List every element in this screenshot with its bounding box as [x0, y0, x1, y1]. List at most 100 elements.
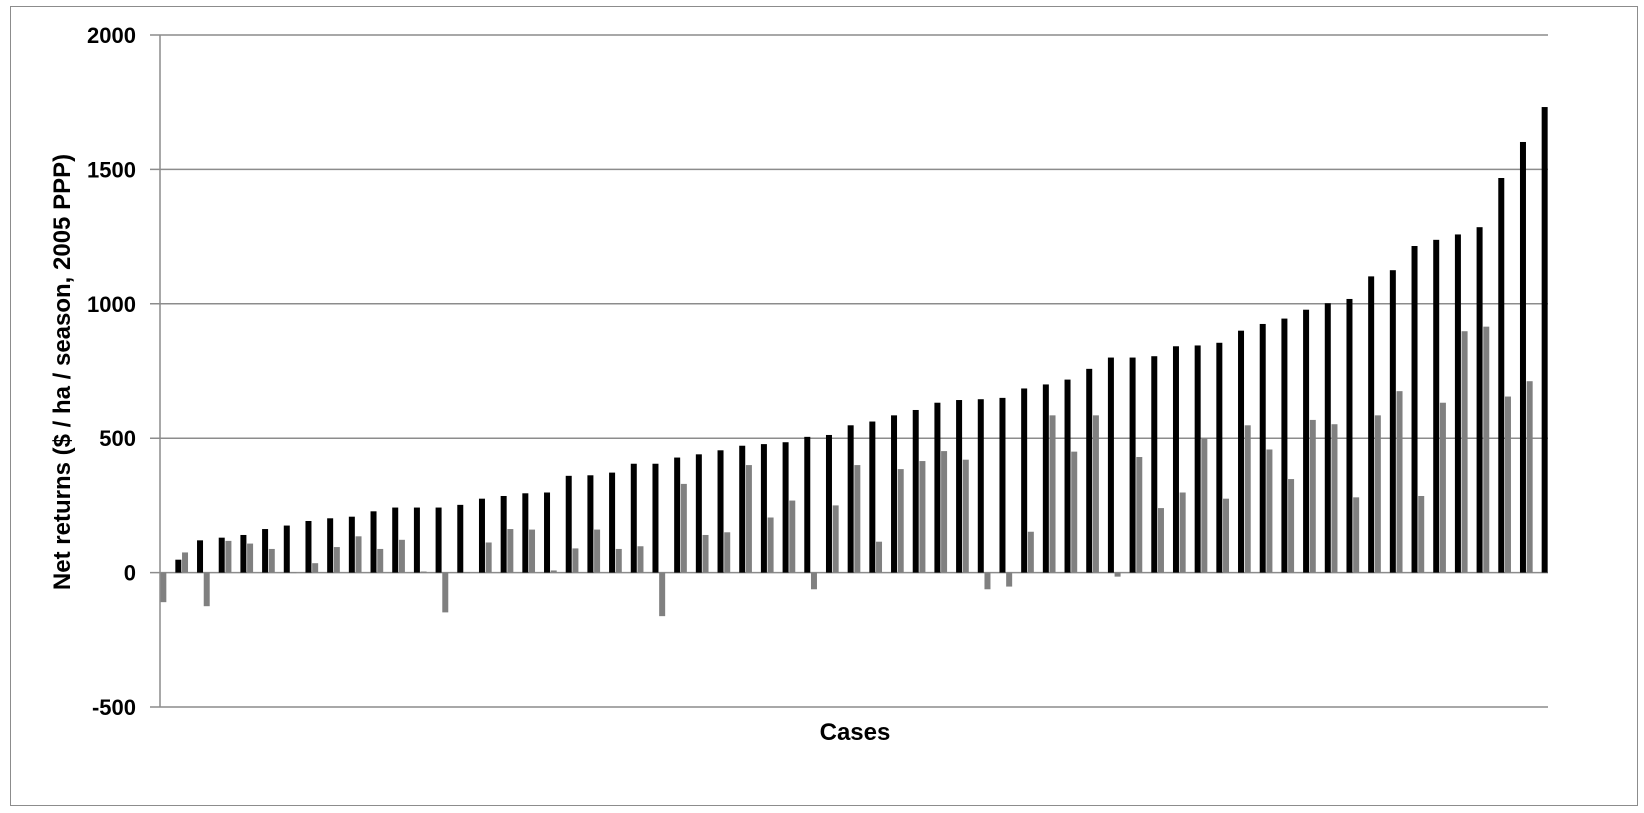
bar-series-2: [565, 475, 572, 573]
bar-series-1: [420, 571, 427, 573]
bar-series-1: [463, 572, 470, 574]
bar-series-1: [1157, 508, 1164, 573]
y-tick-label: 0: [124, 561, 136, 586]
bar-series-1: [377, 548, 384, 573]
bar-series-2: [478, 498, 485, 573]
bar-series-2: [1107, 357, 1114, 573]
bar-series-2: [197, 540, 204, 573]
bar-series-1: [789, 500, 796, 573]
bars: [160, 107, 1548, 617]
bar-series-2: [1498, 178, 1505, 573]
bar-series-2: [327, 518, 334, 573]
bar-series-1: [485, 542, 492, 573]
bar-series-1: [182, 552, 189, 573]
bar-series-1: [1223, 498, 1230, 573]
bar-series-2: [825, 434, 832, 573]
bar-series-2: [522, 493, 529, 573]
y-axis-title: Net returns ($ / ha / season, 2005 PPP): [49, 154, 76, 590]
x-axis-title: Cases: [820, 719, 891, 746]
bar-series-2: [175, 559, 182, 573]
bar-series-1: [442, 572, 449, 613]
bar-series-2: [413, 507, 420, 573]
bar-series-1: [1418, 495, 1425, 573]
y-tick-label: 1000: [87, 292, 136, 317]
bar-series-2: [218, 537, 225, 573]
bar-series-2: [1411, 246, 1418, 573]
bar-series-2: [912, 409, 919, 573]
bar-series-1: [1136, 457, 1143, 573]
bar-series-2: [1194, 345, 1201, 573]
bar-series-1: [1374, 415, 1381, 573]
bar-series-1: [1504, 396, 1511, 573]
bar-series-1: [1092, 415, 1099, 573]
bar-series-1: [550, 570, 557, 573]
bar-series-1: [290, 572, 297, 574]
bar-series-1: [1526, 381, 1533, 573]
bar-series-2: [305, 520, 312, 573]
bar-series-1: [1006, 572, 1013, 587]
bar-series-1: [1288, 479, 1295, 573]
bar-series-2: [1433, 239, 1440, 573]
bar-series-1: [897, 469, 904, 573]
bar-series-1: [767, 517, 774, 573]
bar-series-1: [832, 505, 839, 573]
bar-series-2: [804, 436, 811, 573]
bar-series-1: [1049, 415, 1056, 573]
bar-series-1: [1396, 391, 1403, 573]
bar-series-1: [659, 572, 666, 617]
bar-series-1: [247, 543, 254, 573]
bar-series-1: [355, 536, 362, 573]
bar-series-1: [203, 572, 210, 607]
bar-series-2: [544, 492, 551, 573]
bar-series-2: [652, 463, 659, 573]
bar-series-2: [370, 511, 377, 573]
bar-series-1: [1331, 424, 1338, 573]
y-tick-labels: -500 0 500 1000 1500 2000: [87, 23, 136, 720]
bar-series-1: [724, 532, 731, 573]
bar-series-1: [1244, 425, 1251, 573]
bar-series-1: [1071, 451, 1078, 573]
bar-series-2: [977, 399, 984, 573]
bar-series-2: [869, 421, 876, 573]
bar-series-1: [1114, 572, 1121, 577]
bar-series-2: [847, 425, 854, 573]
bar-series-2: [1281, 318, 1288, 573]
bar-series-1: [637, 546, 644, 573]
bar-series-2: [1086, 368, 1093, 573]
bar-series-2: [717, 450, 724, 573]
y-tick-label: 1500: [87, 157, 136, 182]
bar-series-1: [529, 529, 536, 573]
y-tick-label: 500: [99, 426, 136, 451]
bar-series-2: [1216, 342, 1223, 573]
bar-series-2: [1172, 346, 1179, 573]
bar-series-1: [1179, 492, 1186, 573]
bar-series-2: [1454, 234, 1461, 573]
bar-series-2: [999, 397, 1006, 573]
bar-series-1: [1266, 449, 1273, 573]
bar-series-2: [1021, 388, 1028, 573]
bar-series-2: [1042, 384, 1049, 573]
bar-series-2: [435, 507, 442, 573]
bar-series-1: [1439, 402, 1446, 573]
y-tick-label: 2000: [87, 23, 136, 48]
bar-series-1: [941, 451, 948, 573]
bar-series-2: [1541, 107, 1548, 573]
bar-series-1: [1201, 438, 1208, 573]
bar-series-2: [392, 507, 399, 573]
chart-frame: [10, 6, 1638, 806]
bar-series-1: [984, 572, 991, 590]
bar-series-2: [891, 415, 898, 573]
bar-series-1: [702, 534, 709, 573]
bar-series-2: [674, 457, 681, 573]
bar-series-2: [739, 445, 746, 573]
bar-series-2: [782, 442, 789, 573]
bar-series-2: [1064, 379, 1071, 573]
bar-series-1: [507, 529, 514, 573]
bar-series-2: [1476, 227, 1483, 573]
y-tick-label: -500: [92, 695, 136, 720]
bar-series-2: [609, 472, 616, 573]
bar-series-2: [262, 529, 269, 573]
bar-series-2: [1303, 309, 1310, 573]
bar-series-2: [695, 454, 702, 573]
bar-series-1: [854, 465, 861, 573]
